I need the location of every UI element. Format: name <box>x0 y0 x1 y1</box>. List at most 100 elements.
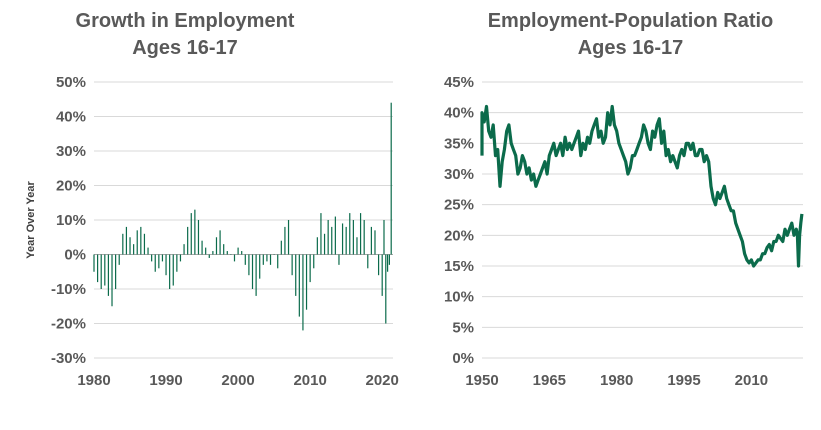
ratio-chart-y-tick-label: 40% <box>444 105 474 122</box>
growth-chart-bar <box>390 102 392 255</box>
growth-chart-bar <box>136 230 138 255</box>
growth-chart-bar <box>280 240 282 255</box>
growth-chart-y-tick-label: -20% <box>51 316 86 333</box>
growth-chart-y-tick-label: 40% <box>56 109 86 126</box>
ratio-chart-x-tick-label: 1965 <box>533 372 566 389</box>
growth-chart-bar <box>223 244 225 255</box>
growth-chart-bar <box>140 226 142 255</box>
ratio-chart-y-tick-label: 45% <box>444 74 474 91</box>
growth-chart-bar <box>338 254 340 265</box>
growth-chart-bar <box>259 254 261 279</box>
growth-chart-title-line1: Growth in Employment <box>75 10 295 32</box>
ratio-chart-y-tick-label: 10% <box>444 289 474 306</box>
growth-chart-bar <box>158 254 160 269</box>
growth-chart-bar <box>386 254 389 272</box>
growth-chart-bar <box>133 244 135 255</box>
ratio-chart-panel: Employment-Population Ratio Ages 16-17 0… <box>410 0 821 430</box>
growth-chart-x-tick-label: 1990 <box>149 372 182 389</box>
ratio-chart-y-tick-label: 35% <box>444 135 474 152</box>
growth-chart-bar <box>341 223 344 255</box>
growth-chart-bar <box>118 254 120 265</box>
growth-chart-bar <box>388 254 390 265</box>
growth-chart-bar <box>122 233 124 255</box>
growth-chart-y-tick-label: -10% <box>51 281 86 298</box>
growth-chart-bar <box>291 254 293 276</box>
growth-chart-bar <box>284 226 286 255</box>
growth-chart-bar <box>143 233 146 255</box>
growth-chart-bar <box>129 237 131 255</box>
ratio-chart-x-tick-label: 1980 <box>600 372 633 389</box>
growth-chart-bar <box>147 247 149 255</box>
growth-chart-bar <box>219 230 221 255</box>
growth-chart-bar <box>97 254 99 283</box>
ratio-chart-series-line <box>480 104 804 268</box>
growth-chart-bar <box>107 254 110 296</box>
growth-chart-bar <box>298 254 300 317</box>
growth-chart-bar <box>251 254 254 289</box>
ratio-chart-plot: 0% 5% 10% 15% 20% 25% 30% 35% 40% 45% 1950 1965 1980… <box>444 74 804 389</box>
growth-chart-bar <box>323 233 326 255</box>
ratio-chart-x-tick-label: 2010 <box>735 372 768 389</box>
ratio-chart-y-tick-label: 30% <box>444 166 474 183</box>
growth-chart-bar <box>125 226 128 255</box>
growth-chart-bar <box>100 254 102 289</box>
growth-chart-bar <box>230 254 232 255</box>
growth-chart-bar <box>273 254 275 255</box>
growth-chart-bar <box>255 254 257 296</box>
growth-chart-panel: Growth in Employment Ages 16-17 -30% -20%… <box>0 0 410 430</box>
ratio-chart-title-line2: Ages 16-17 <box>577 37 684 59</box>
growth-chart-bar <box>93 254 95 272</box>
growth-chart-bar <box>370 226 372 255</box>
growth-chart-bar <box>169 254 171 289</box>
growth-chart-y-tick-label: 50% <box>56 74 86 91</box>
growth-chart-bar <box>205 247 207 255</box>
ratio-chart-y-tick-label: 0% <box>452 350 474 367</box>
growth-chart-bar <box>349 213 351 255</box>
growth-chart-bar <box>287 220 290 255</box>
growth-chart-bar <box>241 251 243 255</box>
growth-chart-y-tick-label: 10% <box>56 212 86 229</box>
growth-chart-bar <box>309 254 311 283</box>
growth-chart-bar <box>233 254 236 262</box>
growth-chart-bar <box>316 237 318 255</box>
growth-chart-bar <box>320 213 322 255</box>
ratio-chart-y-tick-label: 15% <box>444 258 474 275</box>
growth-chart-y-tick-label: 0% <box>64 247 86 264</box>
growth-chart-bar <box>313 254 315 269</box>
growth-chart-bar <box>262 254 264 265</box>
growth-chart-bar <box>172 254 174 286</box>
growth-chart-bar <box>215 237 218 255</box>
growth-chart-bar <box>377 254 380 276</box>
growth-chart-bar <box>212 251 214 255</box>
growth-chart-bar <box>374 230 376 255</box>
growth-chart-bar <box>356 237 358 255</box>
growth-chart-bar <box>248 254 250 276</box>
ratio-chart-x-tick-label: 1995 <box>667 372 700 389</box>
growth-chart-x-tick-label: 2000 <box>221 372 254 389</box>
growth-chart-x-tick-label: 2010 <box>293 372 326 389</box>
growth-chart-bar <box>187 226 189 255</box>
growth-chart-x-tick-label: 2020 <box>366 372 399 389</box>
growth-chart-bar <box>244 254 246 265</box>
ratio-chart-y-tick-label: 25% <box>444 197 474 214</box>
ratio-chart-y-tick-label: 20% <box>444 227 474 244</box>
growth-chart-bar <box>295 254 297 296</box>
growth-chart-bar <box>367 254 369 269</box>
growth-chart-bar <box>176 254 178 272</box>
growth-chart-bar <box>165 254 167 276</box>
growth-chart-bar <box>302 254 304 331</box>
growth-chart-bar <box>381 254 383 296</box>
growth-chart-bar <box>154 254 156 272</box>
growth-chart-bar <box>194 209 196 255</box>
growth-chart-bar <box>237 247 239 255</box>
ratio-chart-x-tick-label: 1950 <box>465 372 498 389</box>
growth-chart-y-axis-title: Year Over Year <box>25 181 37 259</box>
growth-chart-bar <box>383 220 385 255</box>
growth-chart-title-line2: Ages 16-17 <box>132 37 238 59</box>
growth-chart-y-tick-label: -30% <box>51 350 86 367</box>
growth-chart-bar <box>359 213 362 255</box>
growth-chart-bar <box>345 226 347 255</box>
growth-chart-bar <box>363 220 365 255</box>
growth-chart-bar <box>334 216 336 255</box>
growth-chart-bar <box>226 251 228 255</box>
